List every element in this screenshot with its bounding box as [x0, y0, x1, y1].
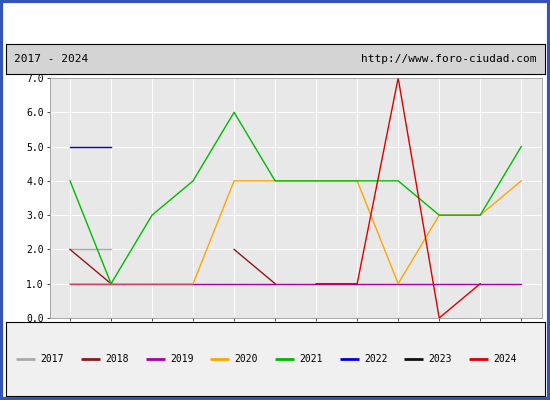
- Text: 2020: 2020: [235, 354, 258, 364]
- Text: 2021: 2021: [299, 354, 323, 364]
- Text: 2024: 2024: [493, 354, 517, 364]
- Text: 2023: 2023: [428, 354, 452, 364]
- Text: http://www.foro-ciudad.com: http://www.foro-ciudad.com: [361, 54, 536, 64]
- Text: 2019: 2019: [170, 354, 194, 364]
- Text: Evolucion del paro registrado en Bonilla de la Sierra: Evolucion del paro registrado en Bonilla…: [53, 14, 497, 28]
- Text: 2022: 2022: [364, 354, 387, 364]
- Text: 2017 - 2024: 2017 - 2024: [14, 54, 88, 64]
- Text: 2018: 2018: [105, 354, 129, 364]
- Text: 2017: 2017: [41, 354, 64, 364]
